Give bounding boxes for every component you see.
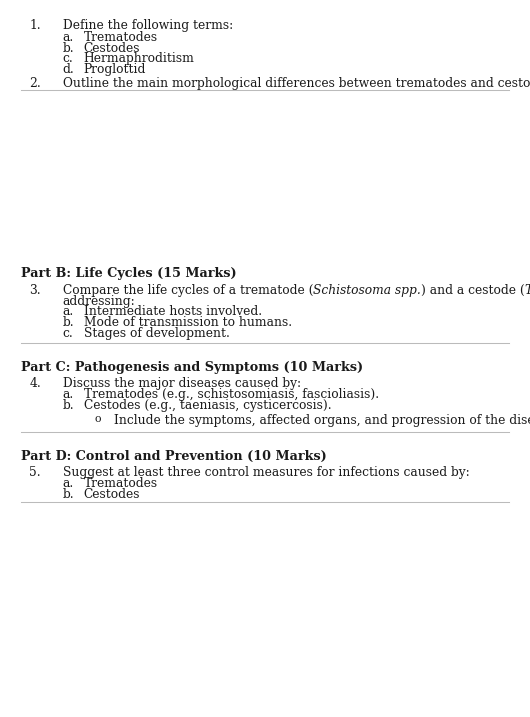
Text: Taenia spp.: Taenia spp.	[525, 284, 530, 297]
Text: ) and a cestode (: ) and a cestode (	[421, 284, 525, 297]
Text: Trematodes: Trematodes	[84, 31, 158, 44]
Text: a.: a.	[63, 477, 74, 490]
Text: 4.: 4.	[29, 377, 41, 390]
Text: a.: a.	[63, 31, 74, 44]
Text: c.: c.	[63, 327, 73, 340]
Text: Cestodes: Cestodes	[84, 42, 140, 54]
Text: Cestodes (e.g., taeniasis, cysticercosis).: Cestodes (e.g., taeniasis, cysticercosis…	[84, 399, 331, 412]
Text: Part B: Life Cycles (15 Marks): Part B: Life Cycles (15 Marks)	[21, 267, 237, 280]
Text: Discuss the major diseases caused by:: Discuss the major diseases caused by:	[63, 377, 301, 390]
Text: Intermediate hosts involved.: Intermediate hosts involved.	[84, 305, 262, 318]
Text: Define the following terms:: Define the following terms:	[63, 19, 233, 32]
Text: o: o	[94, 414, 101, 424]
Text: c.: c.	[63, 52, 73, 65]
Text: Trematodes: Trematodes	[84, 477, 158, 490]
Text: a.: a.	[63, 305, 74, 318]
Text: 5.: 5.	[29, 466, 41, 479]
Text: Cestodes: Cestodes	[84, 488, 140, 500]
Text: b.: b.	[63, 399, 74, 412]
Text: Stages of development.: Stages of development.	[84, 327, 229, 340]
Text: Trematodes (e.g., schistosomiasis, fascioliasis).: Trematodes (e.g., schistosomiasis, fasci…	[84, 388, 379, 401]
Text: 2.: 2.	[29, 77, 41, 90]
Text: Outline the main morphological differences between trematodes and cestodes.: Outline the main morphological differenc…	[63, 77, 530, 90]
Text: b.: b.	[63, 42, 74, 54]
Text: Suggest at least three control measures for infections caused by:: Suggest at least three control measures …	[63, 466, 469, 479]
Text: 3.: 3.	[29, 284, 41, 297]
Text: Hermaphroditism: Hermaphroditism	[84, 52, 195, 65]
Text: Part C: Pathogenesis and Symptoms (10 Marks): Part C: Pathogenesis and Symptoms (10 Ma…	[21, 361, 364, 374]
Text: b.: b.	[63, 488, 74, 500]
Text: a.: a.	[63, 388, 74, 401]
Text: d.: d.	[63, 63, 74, 76]
Text: Schistosoma spp.: Schistosoma spp.	[313, 284, 421, 297]
Text: b.: b.	[63, 316, 74, 329]
Text: Part D: Control and Prevention (10 Marks): Part D: Control and Prevention (10 Marks…	[21, 450, 327, 462]
Text: Mode of transmission to humans.: Mode of transmission to humans.	[84, 316, 292, 329]
Text: Include the symptoms, affected organs, and progression of the disease.: Include the symptoms, affected organs, a…	[114, 414, 530, 427]
Text: addressing:: addressing:	[63, 295, 135, 308]
Text: Proglottid: Proglottid	[84, 63, 146, 76]
Text: 1.: 1.	[29, 19, 41, 32]
Text: Compare the life cycles of a trematode (: Compare the life cycles of a trematode (	[63, 284, 313, 297]
